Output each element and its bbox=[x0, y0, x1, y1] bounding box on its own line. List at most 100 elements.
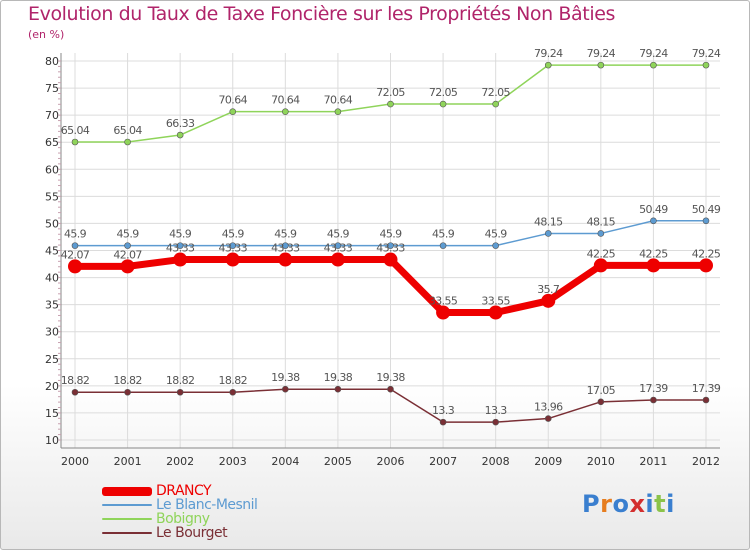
data-point bbox=[544, 61, 552, 69]
x-tick-label: 2009 bbox=[534, 455, 562, 468]
data-label: 43.33 bbox=[376, 242, 405, 255]
x-tick-label: 2010 bbox=[587, 455, 615, 468]
x-tick-label: 2002 bbox=[166, 455, 194, 468]
legend-label: Le Blanc-Mesnil bbox=[156, 497, 258, 513]
unit-label: (en %) bbox=[28, 28, 65, 41]
chart-title: Evolution du Taux de Taxe Foncière sur l… bbox=[28, 3, 616, 25]
data-point bbox=[71, 242, 79, 249]
data-point bbox=[124, 138, 131, 146]
data-label: 42.25 bbox=[692, 247, 721, 260]
data-label: 13.96 bbox=[534, 401, 563, 414]
data-label: 33.55 bbox=[481, 294, 510, 307]
x-tick-label: 2004 bbox=[271, 455, 299, 468]
y-tick-label: 60 bbox=[45, 163, 59, 176]
data-point bbox=[173, 252, 188, 267]
data-point bbox=[597, 230, 605, 237]
data-point bbox=[492, 418, 499, 426]
data-label: 70.64 bbox=[219, 94, 248, 107]
x-tick-label: 2001 bbox=[114, 455, 142, 468]
legend-label: Le Bourget bbox=[156, 525, 228, 541]
data-point bbox=[597, 398, 605, 406]
data-label: 79.24 bbox=[639, 47, 668, 60]
data-label: 13.3 bbox=[485, 404, 508, 417]
data-point bbox=[439, 418, 447, 426]
data-point bbox=[387, 100, 394, 108]
data-label: 13.3 bbox=[432, 404, 455, 417]
data-label: 45.9 bbox=[64, 228, 87, 241]
data-label: 17.39 bbox=[639, 382, 668, 395]
y-tick-label: 35 bbox=[45, 299, 59, 312]
data-point bbox=[702, 396, 710, 404]
data-point bbox=[541, 293, 556, 308]
x-tick-label: 2012 bbox=[692, 455, 720, 468]
data-label: 50.49 bbox=[692, 203, 721, 216]
data-label: 35.7 bbox=[537, 283, 560, 296]
data-point bbox=[229, 242, 237, 249]
y-tick-label: 30 bbox=[45, 326, 59, 339]
data-label: 45.9 bbox=[327, 228, 350, 241]
x-tick-label: 2006 bbox=[377, 455, 405, 468]
data-label: 72.05 bbox=[481, 86, 510, 99]
y-tick-label: 75 bbox=[45, 82, 59, 95]
data-point bbox=[436, 305, 451, 320]
data-point bbox=[71, 388, 79, 396]
data-point bbox=[593, 258, 608, 273]
data-label: 43.33 bbox=[166, 242, 195, 255]
data-point bbox=[383, 252, 398, 267]
data-label: 19.38 bbox=[324, 371, 353, 384]
data-point bbox=[124, 242, 131, 249]
data-point bbox=[225, 252, 240, 267]
legend-label: Bobigny bbox=[156, 511, 210, 527]
y-tick-label: 45 bbox=[45, 245, 59, 258]
data-label: 43.33 bbox=[271, 242, 300, 255]
data-point bbox=[176, 242, 184, 249]
legend-swatch bbox=[102, 486, 152, 496]
legend: DRANCY Le Blanc-Mesnil Bobigny Le Bourget bbox=[102, 483, 258, 541]
data-label: 72.05 bbox=[429, 86, 458, 99]
y-tick-label: 55 bbox=[45, 190, 59, 203]
data-point bbox=[176, 131, 184, 139]
data-label: 70.64 bbox=[324, 94, 353, 107]
data-label: 42.07 bbox=[61, 248, 90, 261]
data-label: 48.15 bbox=[534, 215, 563, 228]
legend-swatch bbox=[102, 504, 152, 506]
data-label: 65.04 bbox=[61, 124, 90, 137]
data-point bbox=[439, 242, 447, 249]
data-point bbox=[699, 258, 713, 273]
x-tick-label: 2008 bbox=[482, 455, 510, 468]
data-label: 45.9 bbox=[117, 228, 140, 241]
legend-item: DRANCY bbox=[102, 483, 257, 499]
data-label: 79.24 bbox=[587, 47, 616, 60]
legend-item: Le Blanc-Mesnil bbox=[102, 497, 258, 513]
data-label: 48.15 bbox=[587, 215, 616, 228]
data-label: 70.64 bbox=[271, 94, 300, 107]
data-point bbox=[334, 242, 342, 249]
data-point bbox=[702, 61, 710, 69]
y-tick-label: 25 bbox=[45, 353, 59, 366]
x-tick-label: 2003 bbox=[219, 455, 247, 468]
data-label: 33.55 bbox=[429, 294, 458, 307]
data-point bbox=[120, 259, 135, 274]
legend-item: Bobigny bbox=[102, 511, 257, 527]
data-point bbox=[492, 100, 499, 108]
x-tick-label: 2005 bbox=[324, 455, 352, 468]
proxiti-logo: Proxiti bbox=[582, 490, 675, 518]
x-tick-label: 2007 bbox=[429, 455, 457, 468]
data-point bbox=[492, 242, 499, 249]
data-label: 42.25 bbox=[639, 247, 668, 260]
data-label: 72.05 bbox=[376, 86, 405, 99]
data-point bbox=[650, 217, 657, 225]
y-tick-label: 70 bbox=[45, 109, 59, 122]
data-point bbox=[650, 61, 657, 69]
data-label: 42.25 bbox=[587, 247, 616, 260]
data-label: 79.24 bbox=[534, 47, 563, 60]
y-tick-label: 50 bbox=[45, 217, 59, 230]
data-point bbox=[229, 388, 237, 396]
legend-item: Le Bourget bbox=[102, 525, 257, 541]
data-point bbox=[176, 388, 184, 396]
data-label: 45.9 bbox=[169, 228, 192, 241]
y-tick-label: 40 bbox=[45, 272, 59, 285]
y-tick-label: 20 bbox=[45, 380, 59, 393]
data-point bbox=[702, 217, 710, 225]
